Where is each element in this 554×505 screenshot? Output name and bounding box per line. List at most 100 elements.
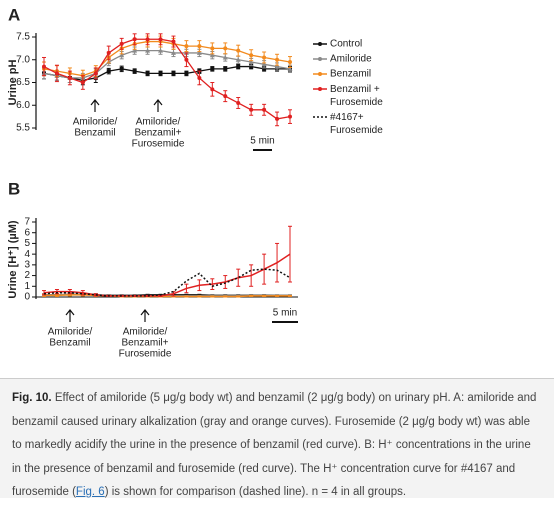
figure: A Urine pH 5.5 6.0 6.5 7.0 7.5 Amiloride/Benzam… (7, 5, 383, 360)
legend-label-part: #4167+ (330, 112, 364, 123)
marker (274, 64, 280, 69)
caption-link[interactable]: Fig. 6 (75, 486, 105, 498)
annotation: Amiloride/ (123, 327, 168, 338)
arrow (65, 309, 75, 322)
legend-label: Amiloride (330, 54, 372, 65)
annotation: Furosemide (132, 139, 185, 150)
marker (210, 66, 215, 71)
caption-text: ) is shown for comparison (dashed line).… (104, 486, 407, 498)
marker (249, 53, 254, 58)
marker (223, 66, 228, 71)
y-tick-label: 7.5 (16, 32, 30, 43)
marker (158, 71, 163, 76)
scale-bar-label: 5 min (273, 308, 297, 319)
legend-marker (318, 72, 322, 76)
marker (236, 48, 241, 53)
series (42, 33, 292, 127)
marker (119, 52, 125, 58)
y-axis-label: Urine pH (7, 60, 19, 106)
marker (275, 57, 280, 62)
marker (235, 57, 241, 62)
marker (93, 71, 98, 76)
marker (222, 54, 228, 60)
marker (106, 50, 111, 55)
y-tick-label: 6 (24, 227, 30, 238)
marker (171, 39, 176, 44)
marker (80, 80, 85, 85)
y-tick-label: 7.0 (16, 54, 30, 65)
marker (158, 48, 164, 53)
marker (42, 64, 46, 69)
legend-marker (318, 42, 322, 46)
caption-text: Effect of amiloride (5 μg/g body wt) and… (12, 392, 537, 498)
annotation: Amiloride/ (73, 117, 118, 128)
annotation: Amiloride/ (48, 327, 93, 338)
marker (54, 71, 59, 76)
y-tick-label: 5 (24, 238, 30, 249)
marker (210, 87, 215, 92)
panel-letter: B (8, 179, 20, 198)
series-line (43, 268, 291, 297)
marker (184, 71, 189, 76)
annotation: Benzamil+ (122, 338, 169, 349)
marker (145, 48, 151, 53)
y-tick-label: 6.5 (16, 77, 30, 88)
marker (210, 46, 215, 51)
legend-label-part: Furosemide (330, 97, 383, 108)
marker (262, 107, 267, 112)
marker (209, 52, 215, 58)
y-tick-label: 0 (24, 292, 30, 303)
legend-marker (318, 87, 322, 91)
annotation: Benzamil (49, 338, 90, 349)
marker (288, 114, 292, 119)
legend-marker (318, 57, 322, 61)
marker (132, 37, 137, 42)
marker (288, 60, 292, 65)
y-axis-label: Urine [H⁺] (µM) (7, 220, 19, 298)
y-tick-label: 2 (24, 270, 30, 281)
marker (67, 75, 72, 80)
legend-label: Benzamil + Furosemide (330, 84, 383, 108)
series-line (43, 40, 291, 77)
marker (223, 46, 228, 51)
y-tick-label: 6.0 (16, 100, 30, 111)
marker (119, 41, 124, 46)
marker (158, 37, 163, 42)
marker (197, 44, 202, 49)
series-line (43, 253, 291, 297)
series-line (44, 294, 290, 298)
legend-label: Benzamil (330, 69, 371, 80)
marker (145, 71, 150, 76)
marker (170, 50, 176, 55)
marker (197, 75, 202, 80)
series (42, 225, 292, 297)
marker (275, 116, 280, 121)
legend-label: Control (330, 39, 362, 50)
annotation: Furosemide (119, 349, 172, 360)
y-tick-label: 4 (24, 249, 30, 260)
marker (261, 61, 267, 67)
marker (262, 55, 267, 60)
series-line (43, 50, 291, 79)
y-tick-label: 3 (24, 259, 30, 270)
marker (171, 71, 176, 76)
series-line (43, 38, 291, 120)
marker (236, 100, 241, 105)
marker (262, 66, 267, 71)
series (41, 46, 293, 83)
scale-bar-label: 5 min (250, 136, 274, 147)
marker (132, 48, 138, 53)
y-tick-label: 5.5 (16, 123, 30, 134)
legend-label: #4167+ Furosemide (330, 112, 383, 136)
marker (145, 37, 150, 42)
legend-label-part: Benzamil + (330, 84, 380, 95)
marker (132, 69, 137, 74)
marker (223, 94, 228, 99)
annotation: Benzamil+ (135, 128, 182, 139)
marker (184, 57, 189, 62)
marker (184, 44, 189, 49)
marker (236, 64, 241, 69)
annotation: Benzamil (74, 128, 115, 139)
legend-label-part: Furosemide (330, 125, 383, 136)
